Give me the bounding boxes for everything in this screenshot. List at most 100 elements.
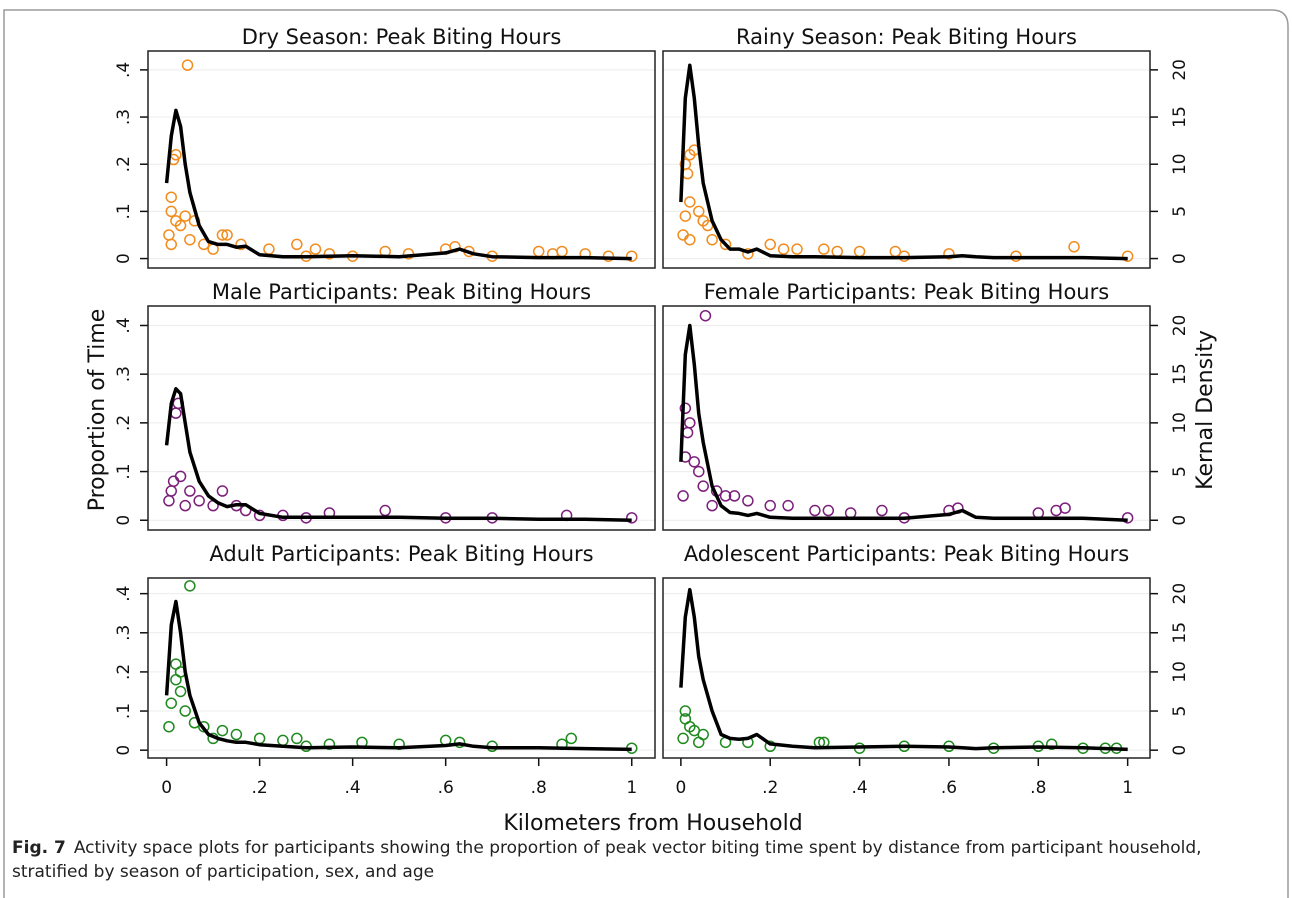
- plot-area: [148, 306, 655, 530]
- panel-title: Dry Season: Peak Biting Hours: [242, 25, 562, 49]
- panel-title: Rainy Season: Peak Biting Hours: [736, 25, 1077, 49]
- data-point: [216, 229, 229, 241]
- panel: Female Participants: Peak Biting Hours 0 5…: [662, 280, 1190, 531]
- x-tick-label: .2: [252, 778, 268, 798]
- plot-frame: [147, 577, 656, 759]
- data-point: [184, 233, 196, 246]
- y-tick-label: .1: [114, 203, 134, 219]
- data-point: [198, 720, 210, 733]
- figure-border: [3, 9, 1289, 898]
- y-tick-label: .4: [114, 317, 134, 333]
- data-point: [309, 243, 322, 255]
- data-point: [679, 210, 692, 222]
- data-point: [684, 233, 696, 246]
- data-point: [706, 233, 718, 246]
- y2-tick-label: 20: [1170, 315, 1190, 337]
- data-point: [1068, 241, 1080, 253]
- data-point: [742, 495, 754, 507]
- data-point: [565, 732, 578, 745]
- y2-tick-label: 15: [1170, 622, 1190, 644]
- panel: Adolescent Participants: Peak Biting Hou…: [662, 542, 1190, 798]
- plot-frame: [662, 50, 1151, 269]
- data-point: [764, 499, 776, 512]
- data-point: [323, 738, 336, 751]
- density-line: [679, 63, 1128, 261]
- data-point: [1121, 512, 1134, 524]
- panel-title: Adolescent Participants: Peak Biting Hou…: [684, 542, 1129, 566]
- x-tick-label: .8: [1030, 778, 1046, 798]
- plot-area: [148, 51, 655, 268]
- data-point: [688, 456, 701, 468]
- y-tick-label: .3: [114, 109, 134, 125]
- data-point: [697, 480, 709, 492]
- data-point: [777, 243, 790, 255]
- data-point: [764, 740, 776, 753]
- y2-tick-label: 10: [1170, 661, 1190, 683]
- data-point: [165, 205, 178, 218]
- panel: Dry Season: Peak Biting Hours 0 .1 .2 .3 .4: [114, 25, 656, 269]
- y-tick-label: .2: [114, 156, 134, 172]
- data-point: [876, 504, 888, 517]
- y2-tick-label: 15: [1170, 106, 1190, 128]
- y-tick-label: .1: [114, 463, 134, 479]
- y-tick-label: .1: [114, 703, 134, 719]
- y2-tick-label: 15: [1170, 363, 1190, 385]
- data-point: [184, 580, 196, 592]
- data-point: [791, 243, 803, 255]
- density-line: [164, 599, 632, 752]
- density-line: [164, 387, 632, 523]
- data-point: [163, 495, 175, 507]
- data-point: [679, 705, 692, 717]
- panel: Rainy Season: Peak Biting Hours 0 5 10 15 20: [662, 25, 1190, 269]
- x-tick-label: .6: [438, 778, 454, 798]
- data-point: [728, 490, 741, 502]
- plot-frame: [662, 577, 1151, 759]
- x-tick-label: .4: [851, 778, 867, 798]
- caption-label: Fig. 7: [12, 838, 66, 858]
- x-tick-label: 1: [1122, 778, 1133, 798]
- data-point: [174, 685, 187, 698]
- x-tick-label: .4: [345, 778, 361, 798]
- y-tick-label: .2: [114, 664, 134, 680]
- data-point: [181, 59, 194, 71]
- data-point: [677, 732, 689, 745]
- y-tick-label: 0: [114, 745, 134, 756]
- data-point: [193, 495, 205, 507]
- data-point: [163, 720, 175, 733]
- y2-tick-label: 0: [1170, 745, 1190, 756]
- data-point: [719, 238, 732, 251]
- panel-title: Male Participants: Peak Biting Hours: [212, 280, 591, 304]
- data-point: [692, 736, 705, 749]
- data-point: [216, 485, 229, 497]
- data-point: [719, 490, 732, 502]
- y2-tick-label: 20: [1170, 583, 1190, 605]
- y2-tick-label: 5: [1170, 206, 1190, 217]
- y-tick-label: 0: [114, 253, 134, 264]
- x-tick-label: 1: [626, 778, 637, 798]
- data-point: [165, 697, 178, 709]
- data-point: [822, 504, 835, 517]
- data-point: [165, 191, 178, 203]
- data-point: [943, 248, 955, 260]
- y2-tick-label: 10: [1170, 412, 1190, 434]
- data-point: [782, 499, 794, 512]
- data-point: [184, 485, 196, 497]
- y-tick-label: 0: [114, 515, 134, 526]
- y2-tick-label: 0: [1170, 253, 1190, 264]
- plot-area: [663, 51, 1150, 268]
- data-point: [174, 470, 187, 483]
- plot-area: [663, 306, 1150, 530]
- caption: Fig. 7 Activity space plots for participa…: [12, 836, 1252, 884]
- panel-title: Adult Participants: Peak Biting Hours: [209, 542, 593, 566]
- data-point: [179, 705, 191, 717]
- panel-title: Female Participants: Peak Biting Hours: [704, 280, 1109, 304]
- data-point: [625, 512, 638, 524]
- data-point: [170, 673, 182, 686]
- y2-axis-label: Kernal Density: [1193, 330, 1218, 490]
- x-tick-label: .8: [531, 778, 547, 798]
- plot-frame: [662, 305, 1151, 531]
- data-point: [323, 248, 336, 260]
- y2-tick-label: 10: [1170, 153, 1190, 175]
